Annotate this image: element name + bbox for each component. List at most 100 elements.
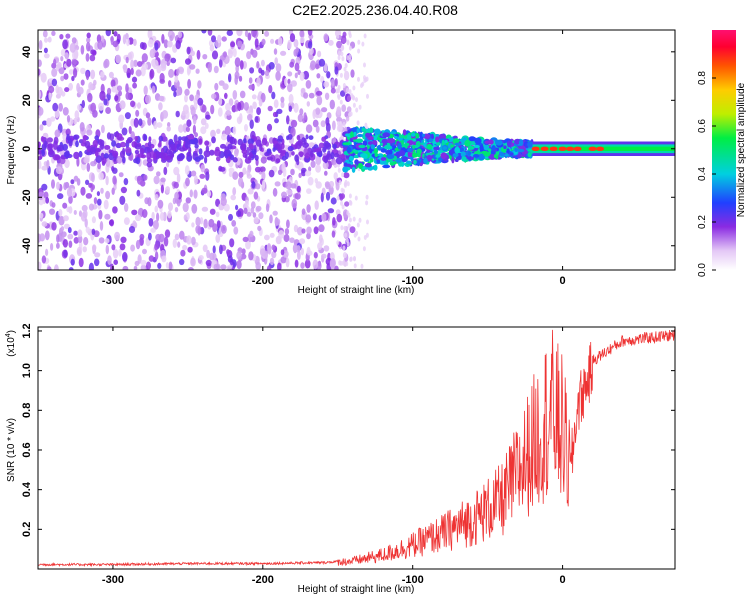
spectrogram-cell xyxy=(98,237,105,244)
spectrogram-cell xyxy=(94,135,99,141)
spectrogram-cell xyxy=(236,210,242,218)
spectrogram-cell xyxy=(141,53,148,63)
spectrogram-cell xyxy=(272,187,278,197)
spectrogram-cell xyxy=(38,89,41,99)
spectrogram-cell xyxy=(112,206,118,214)
spectrogram-cell xyxy=(210,129,216,138)
spectrogram-cell xyxy=(58,102,63,112)
spectrogram-cell xyxy=(184,165,190,176)
spectrogram-cell xyxy=(111,86,117,93)
spectrogram-cell xyxy=(141,209,148,218)
spectrogram-cell xyxy=(203,218,208,229)
spectrogram-cell xyxy=(374,128,381,135)
spectrogram-y-label: Frequency (Hz) xyxy=(6,116,17,185)
spectrogram-cell xyxy=(237,138,243,146)
spectrogram-cell xyxy=(297,226,304,236)
spectrogram-cell xyxy=(211,50,219,60)
spectrogram-cell xyxy=(343,225,347,231)
spectrogram-cell xyxy=(243,138,247,144)
spectrogram-cell xyxy=(86,32,91,39)
spectrogram-cell xyxy=(340,200,343,206)
spectrogram-cell xyxy=(277,37,283,46)
spectrogram-cell xyxy=(193,175,198,186)
spectrogram-cell xyxy=(247,188,254,195)
spectrogram-cell xyxy=(88,203,95,211)
spectrogram-cell xyxy=(86,41,91,52)
spectrogram-cell xyxy=(264,250,269,259)
spectrogram-cell xyxy=(407,147,413,153)
spectrogram-cell xyxy=(119,100,126,110)
spectrogram-cell xyxy=(366,219,369,225)
spectrogram-cell xyxy=(178,136,182,141)
spectrogram-cell xyxy=(136,175,143,185)
spectrogram-cell xyxy=(146,261,151,270)
spectrogram-cell xyxy=(266,156,274,161)
spectrogram-cell xyxy=(122,147,126,155)
spectrogram-cell xyxy=(225,110,232,116)
spectrogram-cell xyxy=(287,71,293,77)
spectrogram-cell xyxy=(505,153,509,157)
spectrogram-cell xyxy=(220,264,227,270)
spectrogram-cell xyxy=(286,189,293,195)
spectrogram-cell xyxy=(63,182,68,191)
snr-y-ticks: 0.2 0.4 0.6 0.8 1.0 1.2 xyxy=(21,323,675,537)
spectrogram-cell xyxy=(41,255,47,264)
spectrogram-cell xyxy=(298,172,302,178)
spectrogram-cell xyxy=(329,258,336,268)
spectrogram-cell xyxy=(68,69,74,75)
spectrogram-cell xyxy=(345,261,349,267)
spectrogram-cell xyxy=(135,239,141,250)
spectrogram-cell xyxy=(322,161,329,170)
spectrogram-cell xyxy=(334,78,338,87)
spectrogram-cell xyxy=(332,120,336,131)
spectrogram-cell xyxy=(256,60,260,69)
spectrogram-cell xyxy=(357,162,363,169)
spectrogram-cell xyxy=(80,79,85,86)
spectrogram-cell xyxy=(130,244,136,252)
spectrogram-cell xyxy=(404,142,410,147)
spectrogram-cell xyxy=(135,109,140,117)
spectrogram-cell xyxy=(264,30,270,37)
spectrogram-cell xyxy=(130,59,135,70)
spectrogram-cell xyxy=(290,127,296,137)
spectrogram-cell xyxy=(119,195,126,205)
spectrogram-cell xyxy=(86,162,91,172)
spectrogram-cell xyxy=(120,141,126,148)
spectrogram-cell xyxy=(305,214,312,223)
spectrogram-cell xyxy=(89,54,96,62)
spectrogram-cell xyxy=(454,142,462,146)
spectrogram-cell xyxy=(143,174,148,181)
spectrogram-cell xyxy=(191,203,198,214)
spectrogram-cell xyxy=(90,69,96,80)
spectrogram-cell xyxy=(85,179,90,185)
spectrogram-cell xyxy=(72,59,77,66)
spectrogram-cell xyxy=(343,66,347,72)
spectrogram-cell xyxy=(166,161,170,168)
spectrogram-cell xyxy=(337,121,340,126)
spectrogram-cell xyxy=(191,222,195,228)
spectrogram-cell xyxy=(135,69,142,77)
spectrogram-cell xyxy=(78,257,84,268)
spectrogram-cell xyxy=(114,95,119,102)
y-tick-label: 1.0 xyxy=(21,363,33,378)
spectrogram-cell xyxy=(316,152,323,157)
spectrogram-cell xyxy=(159,152,166,159)
spectrogram-cell xyxy=(145,94,151,104)
spectrogram-cell xyxy=(423,157,428,164)
spectrogram-cell xyxy=(185,58,191,65)
spectrogram-cell xyxy=(355,107,359,113)
spectrogram-cell xyxy=(308,142,315,148)
spectrogram-cell xyxy=(527,152,532,158)
spectrogram-cell xyxy=(380,148,387,153)
spectrogram-cell xyxy=(51,30,56,36)
spectrogram-cell xyxy=(41,183,48,191)
spectrogram-cell xyxy=(343,162,348,167)
spectrogram-cell xyxy=(341,104,347,112)
spectrogram-cell xyxy=(336,40,343,49)
spectrogram-cell xyxy=(433,149,438,155)
spectrogram-cell xyxy=(52,58,57,68)
spectrogram-cell xyxy=(146,161,153,168)
spectrogram-cell xyxy=(66,187,73,198)
spectrogram-cell xyxy=(147,30,153,39)
spectrogram-cell xyxy=(248,152,254,158)
